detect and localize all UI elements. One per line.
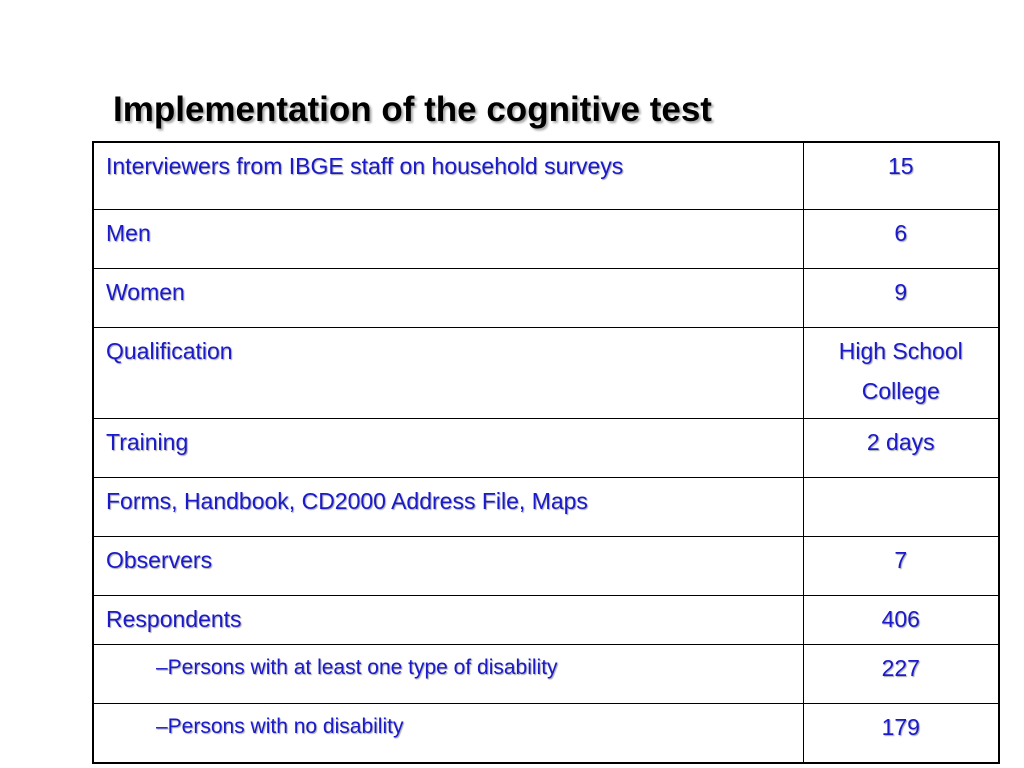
row-label-observers: Observers <box>92 536 804 596</box>
table-row: –Persons with no disability 179 <box>92 703 1000 764</box>
row-value-forms <box>802 477 1000 537</box>
value-line: High School <box>838 338 963 364</box>
table-row: –Persons with at least one type of disab… <box>92 644 1000 704</box>
row-label-women: Women <box>92 268 804 328</box>
row-label-with-disability: –Persons with at least one type of disab… <box>92 644 804 704</box>
table-row: Forms, Handbook, CD2000 Address File, Ma… <box>92 477 1000 537</box>
value-line: 179 <box>881 714 920 740</box>
row-value-women: 9 <box>802 268 1000 328</box>
table-row: Observers 7 <box>92 536 1000 596</box>
row-value-observers: 7 <box>802 536 1000 596</box>
row-label-interviewers: Interviewers from IBGE staff on househol… <box>92 141 804 210</box>
row-label-respondents: Respondents <box>92 595 804 645</box>
row-label-no-disability: –Persons with no disability <box>92 703 804 764</box>
value-line: 2 days <box>866 429 935 455</box>
value-line: 6 <box>894 220 908 246</box>
row-label-training: Training <box>92 418 804 478</box>
value-line: 406 <box>881 606 920 632</box>
table-row: Qualification High School College <box>92 327 1000 419</box>
value-line: 227 <box>881 655 920 681</box>
row-value-men: 6 <box>802 209 1000 269</box>
value-line: College <box>861 378 940 404</box>
table-row: Training 2 days <box>92 418 1000 478</box>
row-value-no-disability: 179 <box>802 703 1000 764</box>
cognitive-test-table: Interviewers from IBGE staff on househol… <box>92 141 1000 764</box>
table-row: Interviewers from IBGE staff on househol… <box>92 141 1000 210</box>
value-line: 15 <box>887 153 914 179</box>
row-value-respondents: 406 <box>802 595 1000 645</box>
row-value-with-disability: 227 <box>802 644 1000 704</box>
value-line: 7 <box>894 547 908 573</box>
row-label-forms: Forms, Handbook, CD2000 Address File, Ma… <box>92 477 804 537</box>
row-label-men: Men <box>92 209 804 269</box>
table-row: Men 6 <box>92 209 1000 269</box>
row-label-qualification: Qualification <box>92 327 804 419</box>
row-value-interviewers: 15 <box>802 141 1000 210</box>
page-title: Implementation of the cognitive test <box>113 90 712 129</box>
row-value-qualification: High School College <box>802 327 1000 419</box>
value-line: 9 <box>894 279 908 305</box>
row-value-training: 2 days <box>802 418 1000 478</box>
table-row: Respondents 406 <box>92 595 1000 645</box>
table-row: Women 9 <box>92 268 1000 328</box>
